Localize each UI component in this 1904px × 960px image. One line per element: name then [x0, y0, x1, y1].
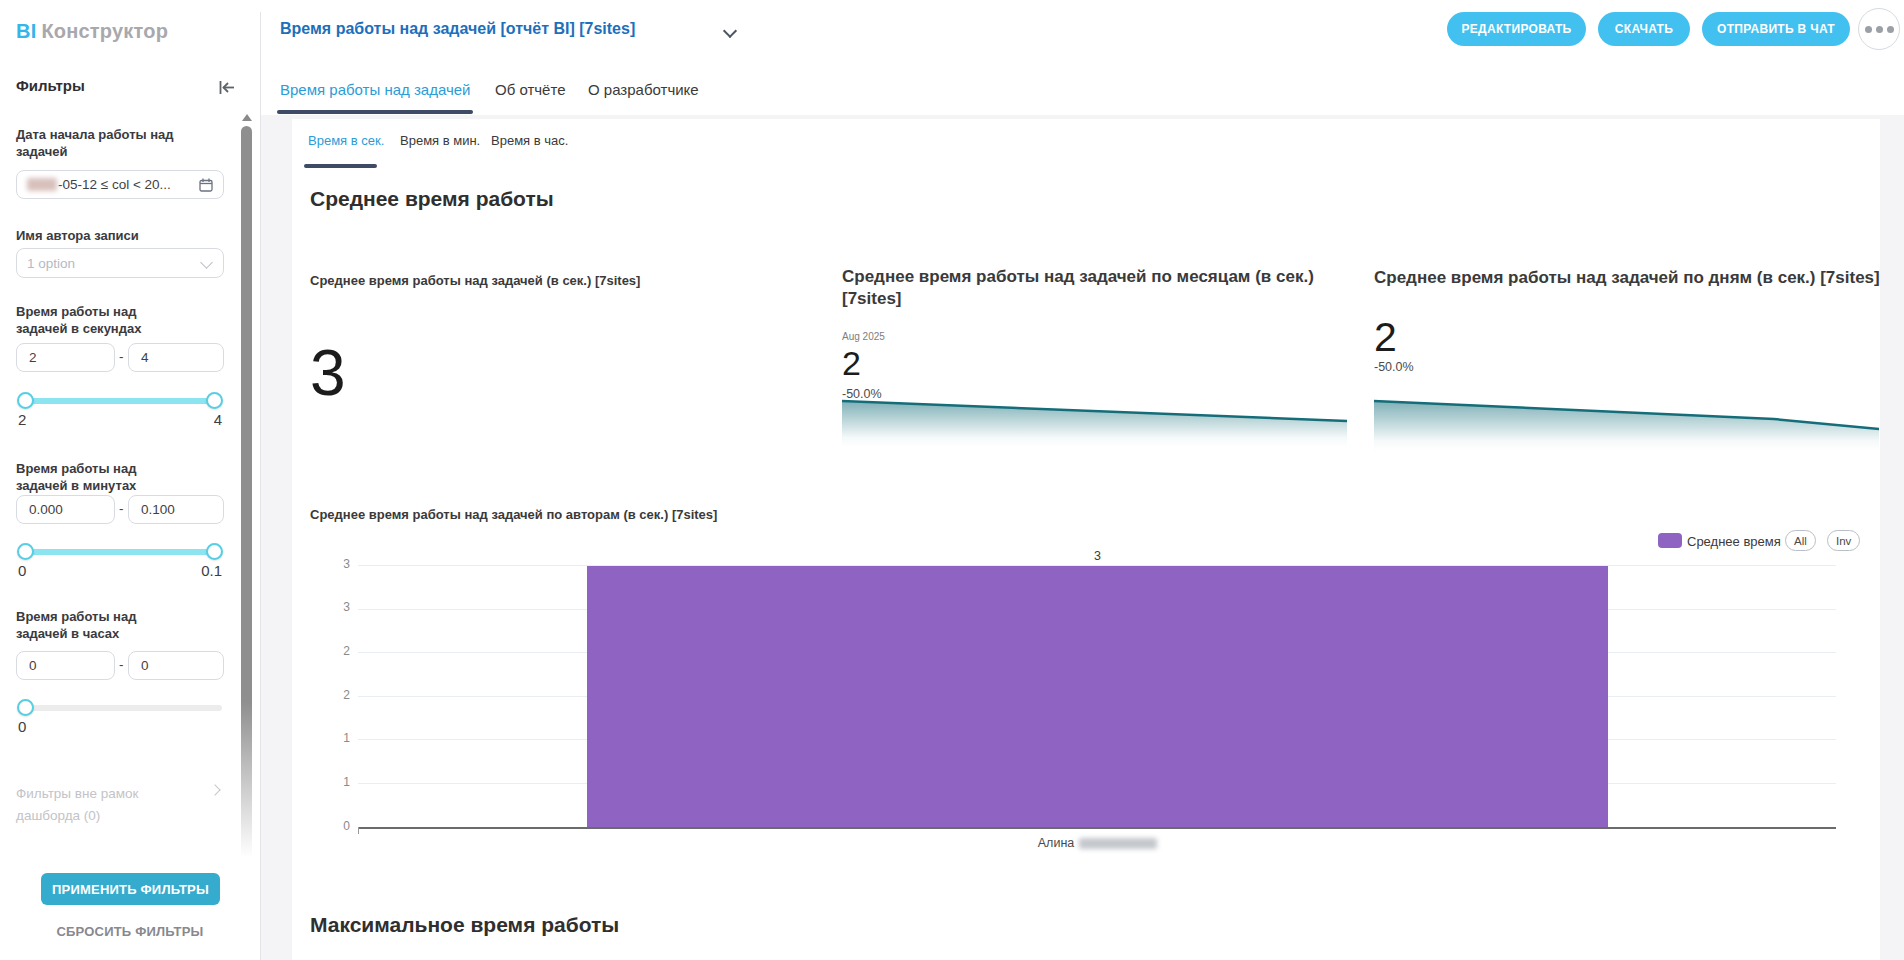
date-filter-label: Дата начала работы надзадачей: [16, 126, 174, 160]
active-tab-underline: [277, 110, 473, 114]
kpi-day-value: 2: [1374, 317, 1397, 358]
hours-filter-label: Время работы надзадачей в часах: [16, 608, 136, 642]
scrollbar-up-arrow[interactable]: [242, 114, 252, 121]
hours-slider[interactable]: [18, 705, 222, 711]
tab-about-report[interactable]: Об отчёте: [495, 81, 566, 98]
author-filter-select[interactable]: 1 option: [16, 248, 224, 278]
y-tick: 2: [322, 644, 350, 658]
seconds-slider-max-label: 4: [18, 411, 222, 428]
logo-bi: BI: [16, 20, 36, 42]
section-average-title: Среднее время работы: [310, 187, 554, 211]
kpi-day-delta: -50.0%: [1374, 360, 1414, 374]
subtab-minutes[interactable]: Время в мин.: [400, 133, 480, 148]
legend-inv-button[interactable]: Inv: [1827, 530, 1860, 551]
hours-to-input[interactable]: 0: [128, 651, 224, 680]
send-to-chat-button[interactable]: ОТПРАВИТЬ В ЧАТ: [1702, 12, 1850, 46]
redacted-name-blur: [1079, 838, 1157, 849]
filters-panel-title: Фильтры: [16, 77, 85, 94]
minutes-slider-handle-max[interactable]: [206, 543, 223, 560]
app-logo[interactable]: BIКонструктор: [16, 20, 168, 43]
range-dash: -: [119, 657, 124, 672]
x-axis-line: [358, 827, 1836, 829]
range-dash: -: [119, 349, 124, 364]
x-category-name: Алина: [1038, 836, 1074, 850]
seconds-slider-handle-min[interactable]: [17, 392, 34, 409]
kpi-avg-value: 3: [310, 341, 346, 405]
seconds-to-input[interactable]: 4: [128, 343, 224, 372]
seconds-slider-handle-max[interactable]: [206, 392, 223, 409]
y-tick: 3: [322, 600, 350, 614]
kpi-month-value: 2: [842, 346, 861, 380]
bar-average-time[interactable]: [587, 566, 1608, 827]
hours-slider-min-label: 0: [18, 718, 26, 735]
apply-filters-button[interactable]: ПРИМЕНИТЬ ФИЛЬТРЫ: [41, 873, 220, 905]
more-options-button[interactable]: [1858, 8, 1900, 50]
y-tick: 1: [322, 731, 350, 745]
kpi-month-period: Aug 2025: [842, 331, 885, 342]
minutes-slider-handle-min[interactable]: [17, 543, 34, 560]
range-dash: -: [119, 501, 124, 516]
legend-all-button[interactable]: All: [1785, 530, 1816, 551]
y-tick: 2: [322, 688, 350, 702]
kpi-day-title: Среднее время работы над задачей по дням…: [1374, 267, 1894, 289]
author-filter-placeholder: 1 option: [27, 256, 75, 271]
report-title-chevron-down-icon[interactable]: [724, 26, 736, 38]
y-tick: 3: [322, 557, 350, 571]
legend-label: Среднее время: [1687, 534, 1781, 549]
outer-filters-link[interactable]: Фильтры вне рамокдашборда (0): [16, 783, 138, 827]
kpi-day-sparkline: [1374, 399, 1879, 451]
bar-chart-title: Среднее время работы над задачей по авто…: [310, 504, 910, 526]
collapse-sidebar-icon[interactable]: [219, 80, 235, 95]
minutes-filter-label: Время работы надзадачей в минутах: [16, 460, 136, 494]
y-tick: 1: [322, 775, 350, 789]
minutes-to-input[interactable]: 0.100: [128, 495, 224, 524]
bi-constructor-app: BIКонструктор Время работы над задачей […: [0, 0, 1904, 960]
calendar-icon[interactable]: [199, 178, 213, 192]
minutes-from-input[interactable]: 0.000: [16, 495, 115, 524]
date-filter-value: -05-12 ≤ col < 20...: [58, 177, 171, 192]
chevron-down-icon: [201, 257, 213, 269]
bar-value-label: 3: [587, 549, 1608, 563]
edit-button[interactable]: РЕДАКТИРОВАТЬ: [1447, 12, 1586, 46]
active-subtab-underline: [304, 164, 377, 168]
dot-icon: [1865, 26, 1872, 33]
redacted-date-blur: [27, 178, 57, 191]
minutes-slider-max-label: 0.1: [18, 562, 222, 579]
download-button[interactable]: СКАЧАТЬ: [1598, 12, 1690, 46]
x-category-label: Алина: [587, 836, 1608, 850]
minutes-slider[interactable]: [18, 549, 222, 555]
scrollbar-thumb[interactable]: [241, 126, 252, 865]
dot-icon: [1887, 26, 1894, 33]
date-filter-input[interactable]: -05-12 ≤ col < 20...: [16, 170, 224, 199]
reset-filters-button[interactable]: СБРОСИТЬ ФИЛЬТРЫ: [0, 924, 260, 939]
logo-name: Конструктор: [41, 20, 168, 42]
chevron-right-icon[interactable]: [211, 786, 221, 796]
axis-tick: [358, 827, 359, 834]
tab-report[interactable]: Время работы над задачей: [280, 81, 470, 98]
report-title[interactable]: Время работы над задачей [отчёт BI] [7si…: [280, 20, 635, 38]
section-max-title: Максимальное время работы: [310, 913, 619, 937]
kpi-avg-title: Среднее время работы над задачей (в сек.…: [310, 270, 815, 292]
hours-slider-handle[interactable]: [17, 699, 34, 716]
hours-from-input[interactable]: 0: [16, 651, 115, 680]
seconds-filter-label: Время работы надзадачей в секундах: [16, 303, 141, 337]
author-filter-label: Имя автора записи: [16, 227, 139, 244]
tab-about-developer[interactable]: О разработчике: [588, 81, 699, 98]
subtab-hours[interactable]: Время в час.: [491, 133, 568, 148]
dashboard-sheet: Время в сек. Время в мин. Время в час. С…: [292, 119, 1880, 960]
dot-icon: [1876, 26, 1883, 33]
legend-swatch: [1658, 533, 1682, 548]
kpi-month-sparkline: [842, 399, 1347, 447]
seconds-slider[interactable]: [18, 398, 222, 404]
seconds-from-input[interactable]: 2: [16, 343, 115, 372]
subtab-seconds[interactable]: Время в сек.: [308, 133, 384, 148]
kpi-month-title: Среднее время работы над задачей по меся…: [842, 266, 1347, 310]
y-tick: 0: [322, 819, 350, 833]
